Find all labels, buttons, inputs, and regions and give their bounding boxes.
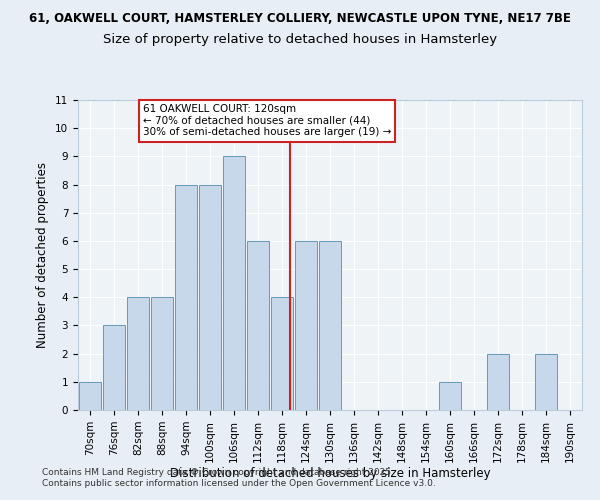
Bar [319,241,341,410]
Bar [271,298,293,410]
Bar [487,354,509,410]
Bar [535,354,557,410]
Text: 61 OAKWELL COURT: 120sqm
← 70% of detached houses are smaller (44)
30% of semi-d: 61 OAKWELL COURT: 120sqm ← 70% of detach… [143,104,391,138]
Bar [103,326,125,410]
Text: Size of property relative to detached houses in Hamsterley: Size of property relative to detached ho… [103,32,497,46]
Text: Contains HM Land Registry data © Crown copyright and database right 2025.
Contai: Contains HM Land Registry data © Crown c… [42,468,436,487]
Bar [79,382,101,410]
Bar [199,184,221,410]
Bar [151,298,173,410]
Bar [439,382,461,410]
Bar [295,241,317,410]
X-axis label: Distribution of detached houses by size in Hamsterley: Distribution of detached houses by size … [170,468,490,480]
Y-axis label: Number of detached properties: Number of detached properties [37,162,49,348]
Bar [247,241,269,410]
Bar [127,298,149,410]
Text: 61, OAKWELL COURT, HAMSTERLEY COLLIERY, NEWCASTLE UPON TYNE, NE17 7BE: 61, OAKWELL COURT, HAMSTERLEY COLLIERY, … [29,12,571,26]
Bar [223,156,245,410]
Bar [175,184,197,410]
